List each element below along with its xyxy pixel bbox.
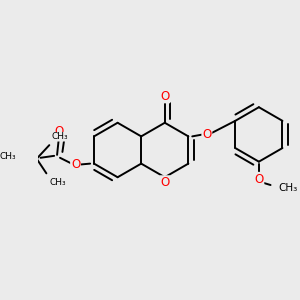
Text: CH₃: CH₃ (49, 178, 66, 187)
Text: O: O (160, 89, 170, 103)
Text: CH₃: CH₃ (51, 132, 68, 141)
Text: O: O (254, 173, 263, 186)
Text: O: O (71, 158, 80, 171)
Text: CH₃: CH₃ (278, 183, 298, 193)
Text: O: O (54, 124, 64, 137)
Text: O: O (160, 176, 170, 189)
Text: O: O (202, 128, 212, 141)
Text: CH₃: CH₃ (0, 152, 16, 161)
